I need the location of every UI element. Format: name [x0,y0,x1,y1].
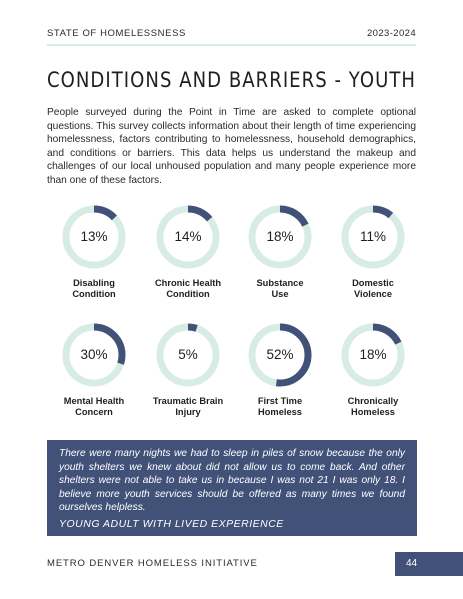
stat-label-line1: First Time [257,396,303,406]
donut-arc [248,323,312,387]
stat-percent: 13% [80,229,108,244]
stat-label-line1: Disabling [73,278,115,288]
donut-arc [341,323,405,387]
stat-label: Disabling Condition [39,278,149,300]
quote-text: There were many nights we had to sleep i… [59,448,405,513]
stat-label: Mental Health Concern [39,396,149,418]
donut-ring: 18% [341,323,405,387]
intro-paragraph: People surveyed during the Point in Time… [47,107,416,186]
footer-organization: METRO DENVER HOMELESS INITIATIVE [47,558,258,569]
stat-label-line2: Injury [175,407,201,417]
donut-svg [248,205,312,269]
donut-arc [62,205,126,269]
donut-svg [341,205,405,269]
stat-percent: 18% [266,229,294,244]
header-divider [47,44,416,46]
stat-label-line2: Homeless [351,407,395,417]
header-year: 2023-2024 [366,28,416,39]
stat-label-line2: Condition [166,289,210,299]
stat-label-line2: Condition [72,289,116,299]
donut-ring: 5% [156,323,220,387]
donut-ring: 30% [62,323,126,387]
stat-chronic-health-condition: 14% Chronic Health Condition [133,205,243,300]
stat-mental-health-concern: 30% Mental Health Concern [39,323,149,418]
stat-label-line1: Chronic Health [154,278,222,288]
stat-substance-use: 18% Substance Use [225,205,335,300]
quote-box: There were many nights we had to sleep i… [47,440,417,536]
donut-svg [341,323,405,387]
stat-traumatic-brain-injury: 5% Traumatic Brain Injury [133,323,243,418]
stat-label: Traumatic Brain Injury [133,396,243,418]
donut-arc [156,205,220,269]
stat-first-time-homeless: 52% First Time Homeless [225,323,335,418]
donut-ring: 14% [156,205,220,269]
donut-ring: 11% [341,205,405,269]
donut-ring: 13% [62,205,126,269]
page-number-badge: 44 [395,552,463,576]
stat-label-line2: Use [271,289,289,299]
stat-label-line2: Homeless [258,407,302,417]
stat-label-line1: Mental Health [63,396,125,406]
donut-ring: 18% [248,205,312,269]
donut-svg [62,323,126,387]
stat-label: Chronically Homeless [318,396,428,418]
stat-label-line2: Concern [75,407,113,417]
donut-ring: 52% [248,323,312,387]
donut-arc [62,323,126,387]
stat-label-line1: Traumatic Brain [152,396,224,406]
stat-label: Domestic Violence [318,278,428,300]
donut-svg [156,205,220,269]
stat-label: First Time Homeless [225,396,335,418]
page-title: CONDITIONS AND BARRIERS - YOUTH [47,68,417,92]
stat-label-line1: Chronically [347,396,399,406]
stat-label-line1: Domestic [352,278,394,288]
stat-chronically-homeless: 18% Chronically Homeless [318,323,428,418]
donut-svg [62,205,126,269]
stat-percent: 18% [359,347,387,362]
stat-percent: 30% [80,347,108,362]
donut-svg [156,323,220,387]
donut-arc [341,205,405,269]
stat-label-line2: Violence [353,289,393,299]
stat-label-line1: Substance [256,278,304,288]
donut-arc [248,205,312,269]
stat-percent: 52% [266,347,294,362]
header-title: STATE OF HOMELESSNESS [47,28,186,39]
page-number: 44 [406,558,418,569]
stat-label: Chronic Health Condition [133,278,243,300]
stat-disabling-condition: 13% Disabling Condition [39,205,149,300]
stat-label: Substance Use [225,278,335,300]
quote-attribution: YOUNG ADULT WITH LIVED EXPERIENCE [59,517,284,530]
stat-percent: 11% [359,229,387,244]
stat-domestic-violence: 11% Domestic Violence [318,205,428,300]
stat-percent: 5% [178,347,198,362]
stat-percent: 14% [174,229,202,244]
donut-arc [156,323,220,387]
donut-svg [248,323,312,387]
